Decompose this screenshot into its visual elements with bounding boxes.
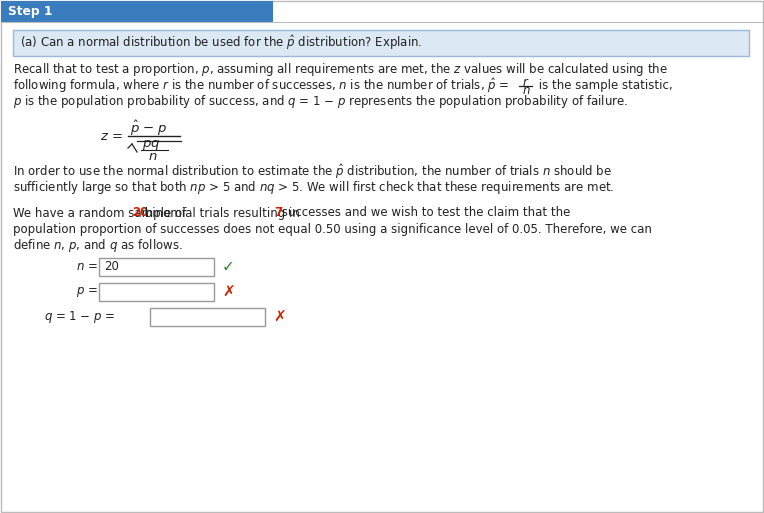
Bar xyxy=(99,283,214,301)
Text: $p$ is the population probability of success, and $q$ = 1 $-$ $p$ represents the: $p$ is the population probability of suc… xyxy=(13,93,628,110)
Text: $\hat{p}$ $-$ $p$: $\hat{p}$ $-$ $p$ xyxy=(130,119,168,137)
Text: sufficiently large so that both $np$ > 5 and $nq$ > 5. We will first check that : sufficiently large so that both $np$ > 5… xyxy=(13,180,614,196)
Text: Step 1: Step 1 xyxy=(8,6,53,18)
Text: ✓: ✓ xyxy=(222,260,235,274)
Text: $n$: $n$ xyxy=(148,149,157,163)
Bar xyxy=(99,258,214,276)
Text: 7: 7 xyxy=(274,207,282,220)
Text: $r$: $r$ xyxy=(522,75,529,89)
Text: We have a random sample of: We have a random sample of xyxy=(13,207,190,220)
Text: define $n$, $p$, and $q$ as follows.: define $n$, $p$, and $q$ as follows. xyxy=(13,236,183,253)
Text: successes and we wish to test the claim that the: successes and we wish to test the claim … xyxy=(278,207,571,220)
Text: ✗: ✗ xyxy=(273,309,286,325)
Text: In order to use the normal distribution to estimate the $\hat{p}$ distribution, : In order to use the normal distribution … xyxy=(13,163,612,182)
Text: $q$ = 1 $-$ $p$ =: $q$ = 1 $-$ $p$ = xyxy=(44,309,115,325)
Text: $n$ =: $n$ = xyxy=(76,261,98,273)
Bar xyxy=(13,30,749,56)
Text: following formula, where $r$ is the number of successes, $n$ is the number of tr: following formula, where $r$ is the numb… xyxy=(13,76,510,95)
Text: ✗: ✗ xyxy=(222,285,235,300)
Text: $z$ =: $z$ = xyxy=(100,129,123,143)
Text: 20: 20 xyxy=(132,207,148,220)
Text: binomial trials resulting in: binomial trials resulting in xyxy=(141,207,304,220)
Text: $pq$: $pq$ xyxy=(142,138,160,152)
Text: (a) Can a normal distribution be used for the $\hat{p}$ distribution? Explain.: (a) Can a normal distribution be used fo… xyxy=(20,33,422,52)
Text: 20: 20 xyxy=(104,261,119,273)
Text: is the sample statistic,: is the sample statistic, xyxy=(535,80,672,92)
Bar xyxy=(1,1,273,22)
Text: $p$ =: $p$ = xyxy=(76,285,98,299)
Text: $n$: $n$ xyxy=(522,85,531,97)
Bar xyxy=(150,308,265,326)
Text: Recall that to test a proportion, $p$, assuming all requirements are met, the $z: Recall that to test a proportion, $p$, a… xyxy=(13,62,668,78)
Text: population proportion of successes does not equal 0.50 using a significance leve: population proportion of successes does … xyxy=(13,223,652,235)
